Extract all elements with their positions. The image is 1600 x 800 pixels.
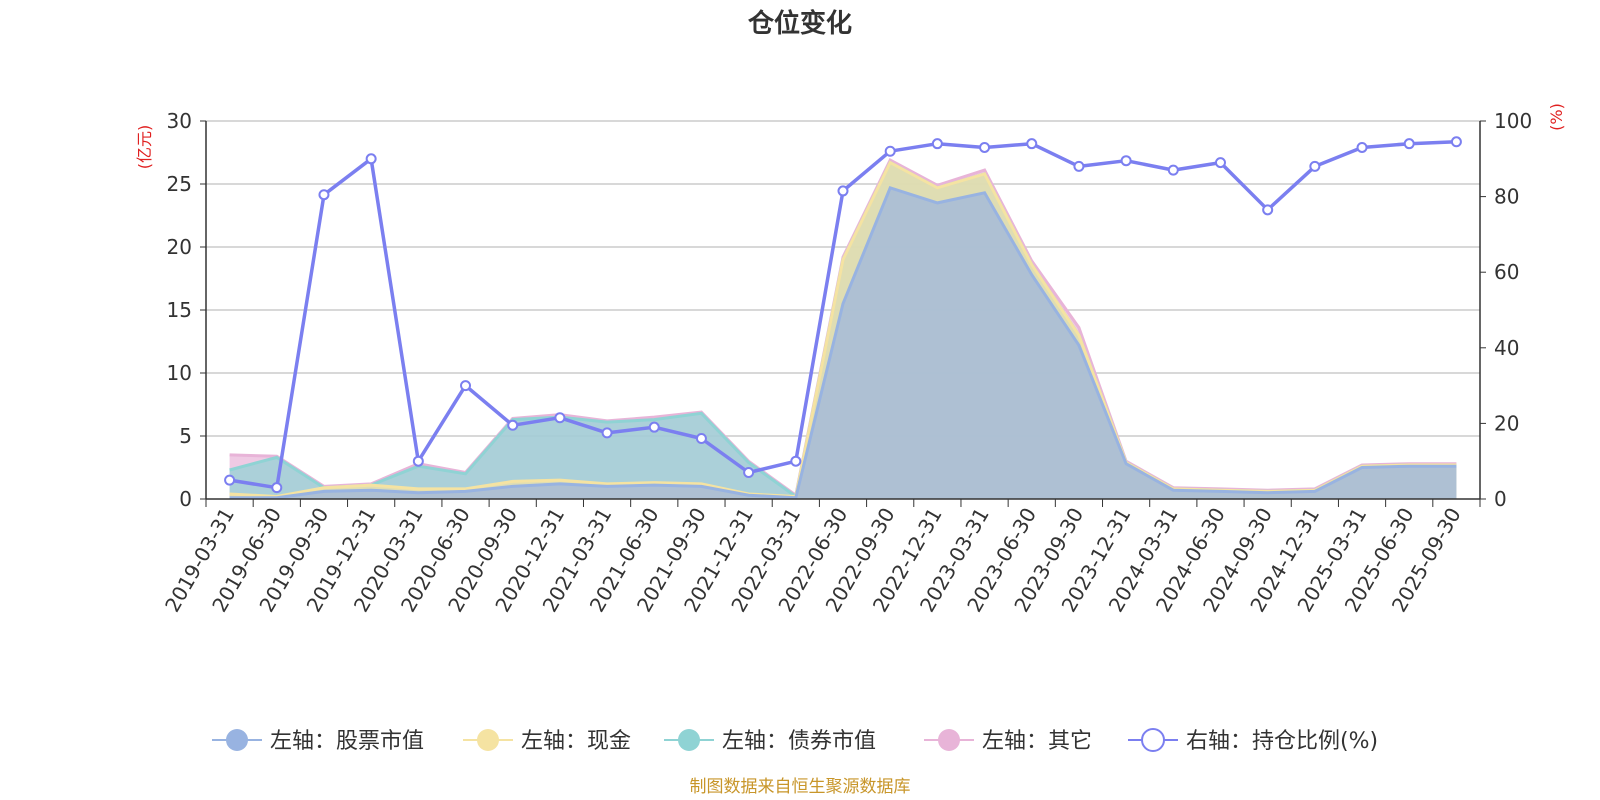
legend-label: 左轴：债券市值 <box>722 729 876 754</box>
legend-label: 左轴：其它 <box>982 729 1092 754</box>
left-tick-label: 15 <box>167 298 192 322</box>
legend-swatch-marker <box>938 729 960 751</box>
ratio-point <box>1403 138 1415 150</box>
ratio-point <box>648 421 660 433</box>
right-tick-label: 100 <box>1494 109 1532 133</box>
left-tick-label: 0 <box>179 487 192 511</box>
ratio-point <box>931 138 943 150</box>
legend-swatch-marker <box>226 729 248 751</box>
ratio-point <box>1120 155 1132 167</box>
ratio-point <box>1309 160 1321 172</box>
ratio-point <box>1214 157 1226 169</box>
right-tick-label: 0 <box>1494 487 1507 511</box>
left-axis-unit: (亿元) <box>135 125 154 170</box>
stacked-areas <box>229 158 1457 500</box>
ratio-point <box>554 412 566 424</box>
ratio-point <box>507 419 519 431</box>
data-source-note: 制图数据来自恒生聚源数据库 <box>690 777 911 797</box>
ratio-point <box>271 482 283 494</box>
left-tick-label: 25 <box>167 172 192 196</box>
legend-swatch-marker <box>1141 728 1165 752</box>
ratio-point <box>460 380 472 392</box>
ratio-point <box>790 455 802 467</box>
legend-label: 左轴：现金 <box>521 729 631 754</box>
area-edge-左轴：股票市值 <box>229 185 1457 500</box>
legend-label: 右轴：持仓比例(%) <box>1186 729 1378 754</box>
ratio-point <box>1262 204 1274 216</box>
ratio-point <box>979 141 991 153</box>
ratio-point <box>318 189 330 201</box>
right-tick-label: 20 <box>1494 411 1519 435</box>
ratio-point <box>365 153 377 165</box>
left-tick-label: 20 <box>167 235 192 259</box>
position-ratio-line <box>224 136 1462 494</box>
ratio-point <box>1073 160 1085 172</box>
ratio-point <box>884 145 896 157</box>
ratio-point <box>224 474 236 486</box>
left-tick-label: 5 <box>179 424 192 448</box>
area-左轴：股票市值 <box>229 187 1457 500</box>
right-axis-unit: (%) <box>1547 103 1566 131</box>
chart-title: 仓位变化 <box>747 8 852 39</box>
ratio-point <box>1450 136 1462 148</box>
ratio-point <box>1356 141 1368 153</box>
legend: 左轴：股票市值 左轴：现金 左轴：债券市值 左轴：其它 右轴：持仓比例(%) <box>212 728 1378 754</box>
legend-swatch-marker <box>477 729 499 751</box>
ratio-point <box>601 427 613 439</box>
right-tick-label: 80 <box>1494 185 1519 209</box>
left-tick-label: 30 <box>167 109 192 133</box>
left-tick-label: 10 <box>167 361 192 385</box>
ratio-point <box>743 467 755 479</box>
right-tick-label: 40 <box>1494 336 1519 360</box>
legend-label: 左轴：股票市值 <box>270 729 424 754</box>
legend-swatch-marker <box>678 729 700 751</box>
right-tick-label: 60 <box>1494 260 1519 284</box>
ratio-point <box>837 185 849 197</box>
ratio-point <box>1026 138 1038 150</box>
ratio-point <box>1167 164 1179 176</box>
ratio-point <box>412 455 424 467</box>
ratio-point <box>695 433 707 445</box>
